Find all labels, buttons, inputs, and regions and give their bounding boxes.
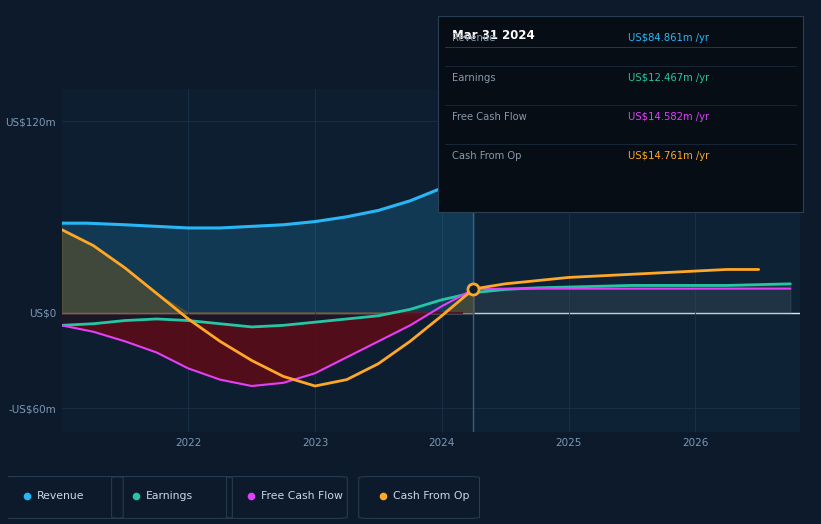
Text: US$14.761m /yr: US$14.761m /yr <box>627 151 709 161</box>
Text: Free Cash Flow: Free Cash Flow <box>452 112 527 122</box>
Text: Free Cash Flow: Free Cash Flow <box>261 492 343 501</box>
Text: US$12.467m /yr: US$12.467m /yr <box>627 72 709 83</box>
Text: US$14.582m /yr: US$14.582m /yr <box>627 112 709 122</box>
Text: Analysts Forecasts: Analysts Forecasts <box>484 108 587 118</box>
Text: Past: Past <box>444 108 467 118</box>
Text: Mar 31 2024: Mar 31 2024 <box>452 29 535 42</box>
Text: Earnings: Earnings <box>452 72 496 83</box>
Text: Cash From Op: Cash From Op <box>452 151 521 161</box>
Text: Revenue: Revenue <box>37 492 85 501</box>
Text: Earnings: Earnings <box>146 492 193 501</box>
Text: Cash From Op: Cash From Op <box>393 492 470 501</box>
Text: US$84.861m /yr: US$84.861m /yr <box>627 33 709 43</box>
Bar <box>474 89 800 432</box>
Text: Revenue: Revenue <box>452 33 496 43</box>
